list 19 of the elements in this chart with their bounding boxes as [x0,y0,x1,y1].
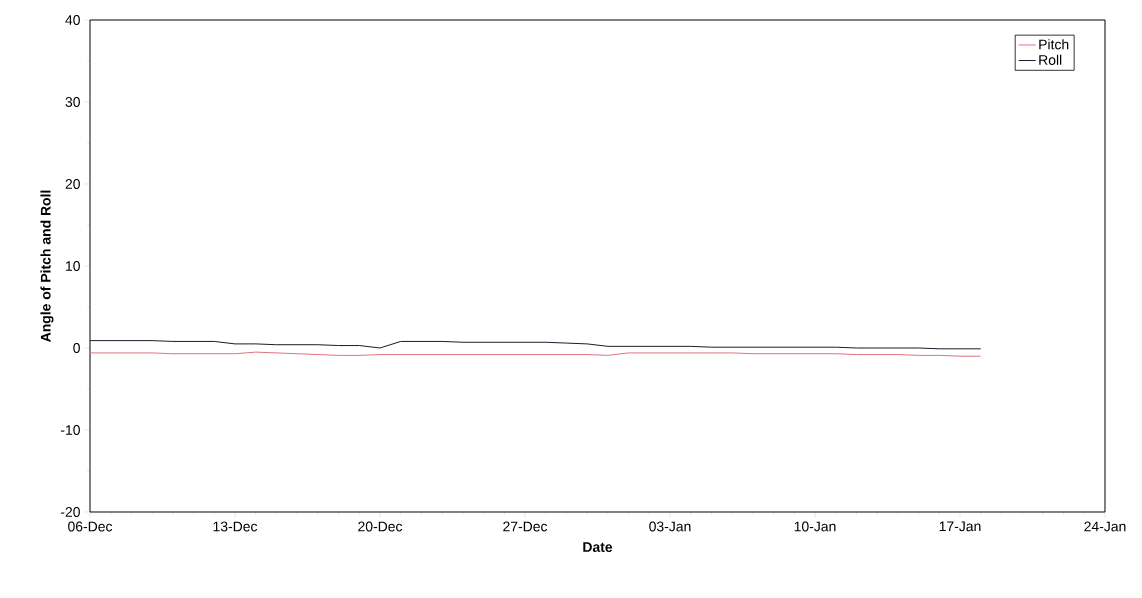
x-tick-label: 10-Jan [794,521,836,532]
x-tick-label: 13-Dec [213,521,258,532]
y-axis-title: Angle of Pitch and Roll [40,190,54,342]
x-axis-title: Date [583,542,613,552]
y-tick-label: 40 [65,15,80,25]
legend-label: Pitch [1039,39,1069,50]
x-tick-label: 20-Dec [358,521,403,532]
x-tick-label: 17-Jan [939,521,981,532]
y-tick-label: 10 [66,261,80,271]
y-tick-label: -20 [60,507,80,517]
x-tick-label: 27-Dec [503,521,548,532]
x-tick-label: 03-Jan [649,521,691,532]
y-tick-label: 0 [73,343,80,353]
legend-label: Roll [1039,54,1062,65]
x-tick-label: 06-Dec [68,521,113,532]
y-tick-label: 20 [65,179,80,189]
y-tick-label: -10 [60,425,80,435]
x-tick-label: 24-Jan [1084,521,1126,532]
y-tick-label: 30 [65,97,80,107]
